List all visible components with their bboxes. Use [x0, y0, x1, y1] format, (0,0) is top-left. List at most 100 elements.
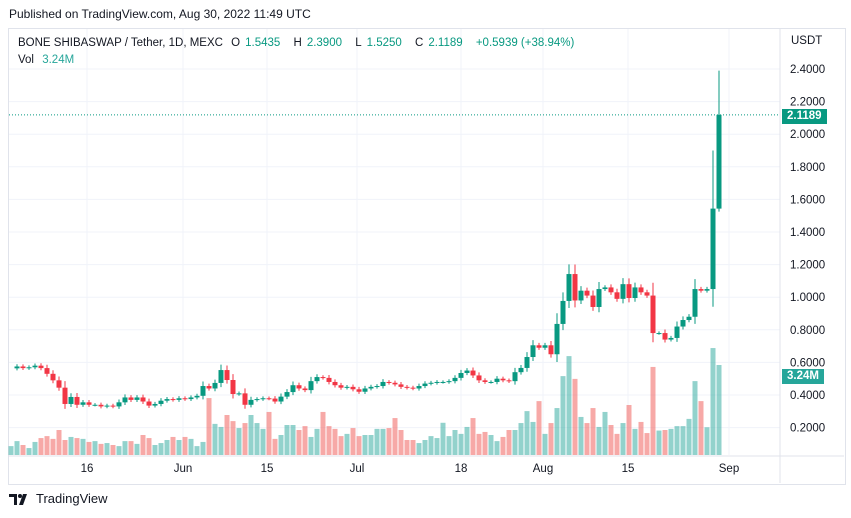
candle-body	[704, 289, 710, 291]
volume-bar	[506, 430, 512, 455]
volume-bar	[398, 430, 404, 455]
volume-bar	[200, 441, 206, 455]
x-tick-label: Sep	[719, 463, 739, 475]
x-tick-label: 16	[81, 463, 94, 475]
symbol-title[interactable]: BONE SHIBASWAP / Tether, 1D, MEXC	[18, 37, 223, 49]
candle-body	[638, 287, 644, 293]
volume-bar	[410, 440, 416, 455]
candle-body	[368, 386, 374, 389]
volume-bar	[632, 428, 638, 455]
volume-bar	[254, 423, 260, 455]
candle-body	[44, 368, 50, 374]
y-tick-label: 0.4000	[790, 390, 825, 402]
volume-bar	[542, 433, 548, 455]
tradingview-logo[interactable]: TradingView	[9, 491, 108, 506]
volume-bar	[350, 428, 356, 455]
candle-body	[494, 378, 500, 382]
low-label: L	[355, 37, 362, 49]
y-tick-label: 0.6000	[790, 357, 825, 369]
candle-body	[692, 289, 698, 317]
candle-body	[710, 208, 716, 290]
volume-bar	[374, 428, 380, 455]
x-tick-label: 18	[455, 463, 468, 475]
volume-value: 3.24M	[42, 54, 75, 66]
y-tick-label: 1.4000	[790, 227, 825, 239]
close-value: 2.1189	[428, 37, 463, 49]
candle-body	[266, 398, 272, 400]
volume-bar	[206, 398, 212, 455]
volume-bar	[578, 416, 584, 455]
candle-body	[338, 385, 344, 388]
volume-bar	[74, 438, 80, 455]
volume-bar	[62, 440, 68, 455]
volume-bar	[602, 411, 608, 455]
volume-bar	[68, 436, 74, 455]
candle-body	[224, 370, 230, 381]
volume-bar	[92, 441, 98, 455]
candle-body	[350, 386, 356, 390]
candle-body	[686, 316, 692, 321]
candle-body	[404, 386, 410, 388]
candle-body	[98, 404, 104, 407]
volume-bar	[26, 448, 32, 455]
volume-bar	[548, 423, 554, 455]
volume-bar	[686, 418, 692, 455]
candle-body	[116, 402, 122, 407]
y-tick-label: 0.2000	[790, 423, 825, 435]
volume-bar	[194, 446, 200, 455]
volume-bar	[452, 430, 458, 455]
volume-bar	[32, 441, 38, 455]
volume-bar	[176, 440, 182, 455]
low-value: 1.5250	[366, 37, 402, 49]
y-tick-label: 1.6000	[790, 194, 825, 206]
candle-body	[176, 398, 182, 400]
candle-body	[254, 399, 260, 401]
volume-bar	[86, 441, 92, 455]
volume-bar	[158, 443, 164, 455]
candle-body	[74, 396, 80, 405]
candle-body	[656, 333, 662, 335]
candle-body	[362, 388, 368, 392]
candle-body	[158, 400, 164, 404]
candle-body	[392, 382, 398, 385]
candle-body	[236, 393, 242, 395]
candle-body	[170, 399, 176, 401]
candle-body	[278, 396, 284, 402]
candle-body	[464, 370, 470, 373]
volume-bar	[260, 428, 266, 455]
candle-body	[626, 284, 632, 299]
open-label: O	[231, 37, 241, 49]
candle-body	[80, 402, 86, 405]
candle-body	[320, 377, 326, 379]
candle-body	[302, 388, 308, 391]
volume-bar	[332, 428, 338, 455]
tradingview-logo-icon	[9, 493, 27, 505]
candle-body	[470, 370, 476, 376]
volume-bar	[476, 433, 482, 455]
candle-body	[230, 380, 236, 395]
candle-body	[110, 405, 116, 407]
candle-body	[548, 345, 554, 355]
candle-body	[146, 401, 152, 406]
candle-body	[416, 386, 422, 389]
volume-bar	[368, 435, 374, 455]
chart-legend: BONE SHIBASWAP / Tether, 1D, MEXC O 1.543…	[18, 35, 579, 69]
x-tick-label: Jun	[174, 463, 193, 475]
volume-bar	[608, 425, 614, 455]
volume-bar	[236, 428, 242, 455]
candle-body	[698, 289, 704, 291]
candle-body	[62, 387, 68, 404]
candle-body	[428, 382, 434, 384]
candle-body	[716, 114, 722, 209]
volume-bar	[584, 423, 590, 455]
volume-bar	[152, 445, 158, 455]
candle-body	[344, 386, 350, 388]
candle-body	[326, 377, 332, 382]
candle-body	[290, 385, 296, 393]
candle-body	[260, 398, 266, 400]
candle-body	[182, 398, 188, 400]
volume-bar	[134, 443, 140, 455]
volume-bar	[188, 438, 194, 455]
published-caption: Published on TradingView.com, Aug 30, 20…	[9, 7, 311, 21]
